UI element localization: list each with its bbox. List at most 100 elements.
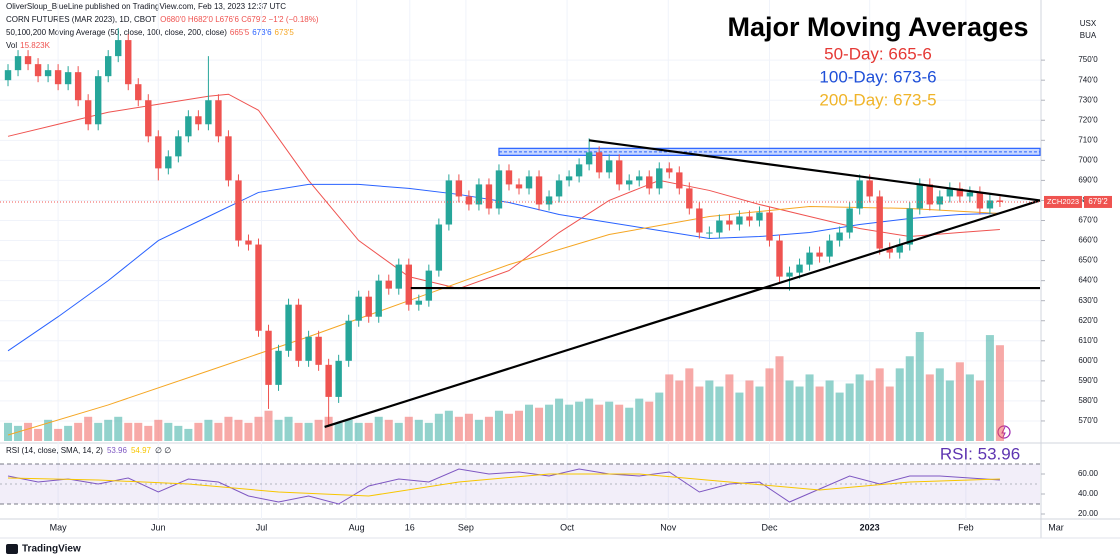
y-tick-label: 580'0 bbox=[1078, 396, 1098, 405]
candle-body bbox=[676, 172, 683, 189]
candle-body bbox=[896, 244, 903, 253]
candle-body bbox=[24, 56, 32, 65]
volume-bar bbox=[444, 410, 453, 441]
ma-value: 673'5 bbox=[275, 28, 295, 37]
candle-body bbox=[525, 176, 533, 189]
candle-body bbox=[54, 70, 62, 85]
x-tick-label: Oct bbox=[560, 522, 575, 532]
candle-body bbox=[796, 264, 803, 273]
candle-body bbox=[355, 296, 362, 321]
candle-body bbox=[846, 208, 853, 233]
candle-body bbox=[816, 252, 823, 257]
rsi-title: RSI (14, close, SMA, 14, 2) bbox=[6, 446, 103, 455]
candle-body bbox=[185, 116, 192, 137]
candle-body bbox=[646, 176, 653, 189]
ohlc: O680'0 H682'0 L676'6 C679'2 −1'2 (−0.18%… bbox=[160, 15, 319, 24]
candle-body bbox=[405, 264, 412, 305]
last-symbol: ZCH2023 bbox=[1047, 197, 1079, 206]
trendline bbox=[324, 199, 1041, 429]
y-tick-label: 660'0 bbox=[1078, 236, 1098, 245]
volume-bar bbox=[404, 416, 413, 441]
volume-bar bbox=[815, 386, 824, 441]
candle-body bbox=[155, 136, 162, 169]
candle-body bbox=[265, 330, 272, 385]
volume-bar bbox=[645, 401, 654, 441]
volume-bar bbox=[975, 380, 984, 441]
y-tick-label: 620'0 bbox=[1078, 316, 1098, 325]
candle-body bbox=[946, 188, 954, 197]
candle-body bbox=[626, 180, 633, 185]
volume-bar bbox=[114, 416, 123, 441]
brand-logo bbox=[6, 544, 18, 554]
last-price: 679'2 bbox=[1088, 197, 1108, 206]
publisher: OliverSloup_BlueLine published on Tradin… bbox=[6, 2, 286, 11]
symbol-line: CORN FUTURES (MAR 2023), 1D, CBOT O680'0 … bbox=[6, 15, 319, 24]
volume-bar bbox=[374, 416, 383, 441]
volume-bar bbox=[284, 416, 293, 441]
volume-bar bbox=[665, 374, 674, 441]
candle-body bbox=[74, 72, 82, 101]
candle-body bbox=[165, 156, 172, 169]
candle-body bbox=[225, 136, 232, 181]
candle-body bbox=[656, 168, 663, 189]
volume-bar bbox=[364, 422, 373, 441]
x-tick-label: Dec bbox=[761, 522, 778, 532]
candle-body bbox=[605, 160, 613, 173]
candle-body bbox=[325, 364, 332, 397]
volume-bar bbox=[234, 419, 243, 441]
volume-bar bbox=[675, 380, 684, 441]
volume-bar bbox=[424, 422, 433, 441]
volume-bar bbox=[474, 419, 483, 441]
volume-bar bbox=[314, 419, 323, 441]
volume-bar bbox=[685, 368, 694, 441]
rsi-header: RSI (14, close, SMA, 14, 2) 53.96 54.97 ∅ ∅ bbox=[6, 446, 171, 455]
volume-bar bbox=[54, 428, 63, 441]
volume-bar bbox=[625, 407, 634, 441]
x-tick-label: Sep bbox=[458, 522, 474, 532]
y-tick-label: 60.00 bbox=[1078, 469, 1099, 478]
candle-body bbox=[706, 232, 713, 234]
candle-body bbox=[866, 180, 873, 197]
volume-bar bbox=[555, 398, 564, 441]
candle-body bbox=[716, 220, 723, 233]
volume-bar bbox=[384, 419, 393, 441]
volume-bar bbox=[995, 345, 1004, 441]
y-tick-label: 670'0 bbox=[1078, 216, 1098, 225]
candle-body bbox=[64, 72, 72, 85]
currency: USX bbox=[1080, 19, 1097, 28]
volume-bar bbox=[154, 419, 163, 441]
candle-body bbox=[986, 200, 994, 209]
volume-bar bbox=[484, 416, 493, 441]
volume-bar bbox=[494, 410, 503, 441]
volume-bar bbox=[14, 425, 23, 441]
candle-body bbox=[515, 184, 523, 189]
volume-bar bbox=[64, 425, 73, 441]
volume-bar bbox=[224, 416, 233, 441]
volume-bar bbox=[865, 380, 874, 441]
candle-body bbox=[776, 240, 783, 277]
volume-bar bbox=[354, 422, 363, 441]
volume-bar bbox=[4, 422, 13, 441]
x-tick-label: Nov bbox=[660, 522, 677, 532]
candle-body bbox=[115, 40, 122, 57]
candle-body bbox=[555, 180, 563, 197]
volume-bar bbox=[434, 413, 443, 441]
volume-bar bbox=[895, 368, 904, 441]
moving-average bbox=[7, 205, 1000, 436]
chart-title: Major Moving Averages bbox=[727, 12, 1028, 42]
volume-bar bbox=[795, 386, 804, 441]
volume-bar bbox=[525, 404, 534, 441]
volume-bar bbox=[825, 380, 834, 441]
candle-body bbox=[275, 350, 282, 385]
volume-bar bbox=[755, 386, 764, 441]
volume-bar bbox=[735, 392, 744, 441]
y-tick-label: 690'0 bbox=[1078, 176, 1098, 185]
candle-body bbox=[756, 212, 763, 221]
candle-body bbox=[465, 196, 473, 205]
volume-bar bbox=[334, 422, 343, 441]
candle-body bbox=[14, 56, 22, 71]
x-tick-label: 16 bbox=[405, 522, 415, 532]
volume-bar bbox=[595, 404, 604, 441]
candle-body bbox=[595, 152, 603, 173]
